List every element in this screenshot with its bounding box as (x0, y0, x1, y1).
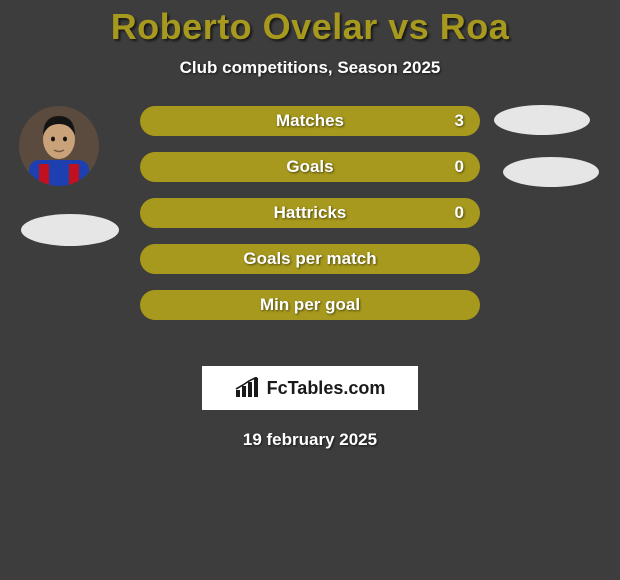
bar-goals-label: Goals (286, 157, 333, 177)
bar-hattricks-label: Hattricks (274, 203, 347, 223)
player2-stat-ellipse-1 (494, 105, 590, 135)
player1-avatar (19, 106, 99, 186)
subtitle: Club competitions, Season 2025 (0, 58, 620, 78)
bar-matches-value: 3 (455, 111, 464, 131)
brand-chart-icon (235, 377, 261, 399)
brand-text: FcTables.com (267, 378, 386, 399)
bar-gpm-label: Goals per match (243, 249, 376, 269)
bar-gpm: Goals per match (140, 244, 480, 274)
comparison-arena: Matches 3 Goals 0 Hattricks 0 Goals per … (0, 106, 620, 366)
bar-mpg: Min per goal (140, 290, 480, 320)
stat-bars: Matches 3 Goals 0 Hattricks 0 Goals per … (140, 106, 480, 336)
player2-stat-ellipse-2 (503, 157, 599, 187)
bar-goals-value: 0 (455, 157, 464, 177)
bar-matches: Matches 3 (140, 106, 480, 136)
date-text: 19 february 2025 (0, 430, 620, 450)
page-title: Roberto Ovelar vs Roa (0, 0, 620, 48)
bar-matches-label: Matches (276, 111, 344, 131)
player1-stat-ellipse (21, 214, 119, 246)
bar-hattricks: Hattricks 0 (140, 198, 480, 228)
bar-goals: Goals 0 (140, 152, 480, 182)
bar-hattricks-value: 0 (455, 203, 464, 223)
brand-box: FcTables.com (202, 366, 418, 410)
player1-avatar-svg (19, 106, 99, 186)
bar-mpg-label: Min per goal (260, 295, 360, 315)
